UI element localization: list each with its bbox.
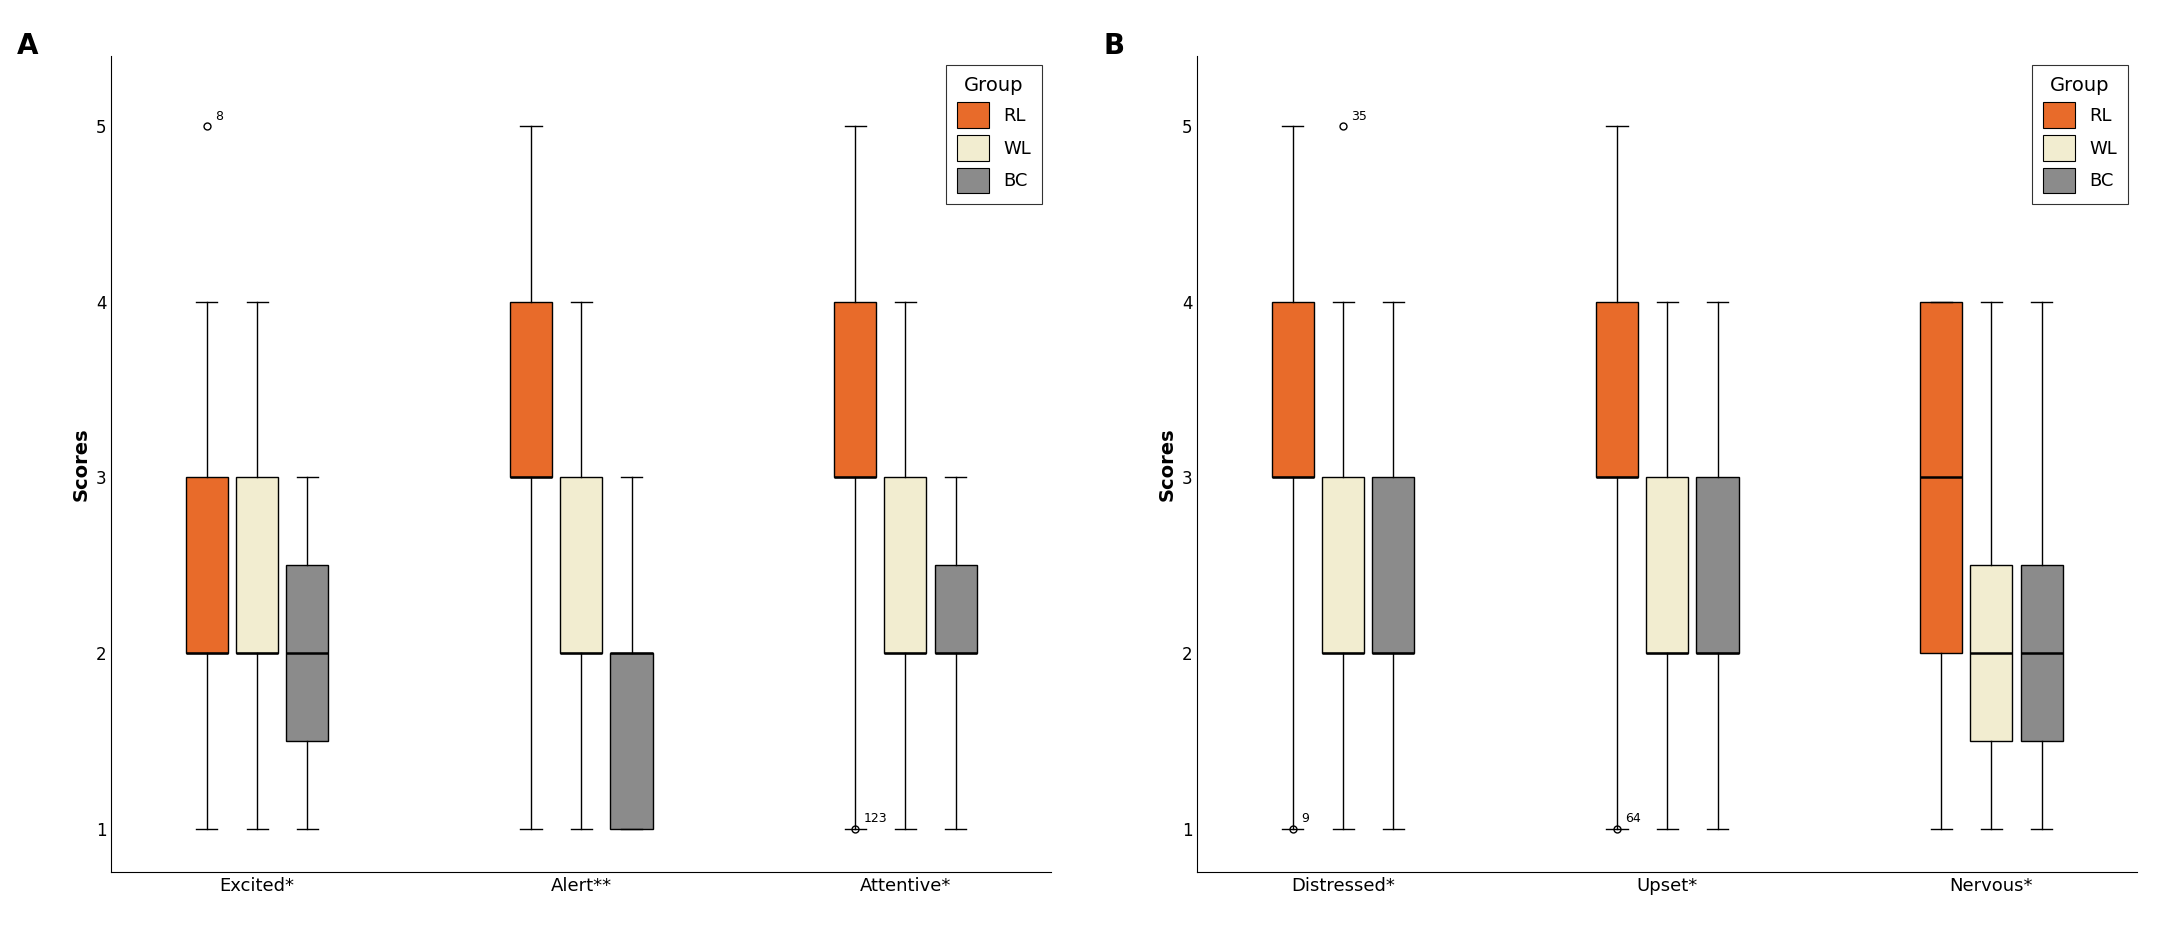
Y-axis label: Scores: Scores: [72, 428, 91, 501]
Text: 35: 35: [1351, 110, 1366, 123]
PathPatch shape: [510, 302, 552, 477]
PathPatch shape: [187, 477, 228, 653]
PathPatch shape: [1646, 477, 1688, 653]
PathPatch shape: [934, 565, 977, 653]
Text: 123: 123: [862, 812, 886, 825]
PathPatch shape: [287, 565, 328, 741]
PathPatch shape: [1323, 477, 1364, 653]
Text: 9: 9: [1301, 812, 1310, 825]
Y-axis label: Scores: Scores: [1158, 428, 1177, 501]
PathPatch shape: [1696, 477, 1738, 653]
PathPatch shape: [237, 477, 278, 653]
Legend: RL, WL, BC: RL, WL, BC: [2031, 65, 2129, 205]
PathPatch shape: [2020, 565, 2063, 741]
Text: 8: 8: [215, 110, 224, 123]
PathPatch shape: [884, 477, 927, 653]
PathPatch shape: [1373, 477, 1414, 653]
PathPatch shape: [1596, 302, 1638, 477]
PathPatch shape: [834, 302, 875, 477]
PathPatch shape: [1920, 302, 1961, 653]
PathPatch shape: [1970, 565, 2013, 741]
Text: B: B: [1103, 32, 1125, 60]
PathPatch shape: [610, 653, 652, 829]
Text: 64: 64: [1625, 812, 1640, 825]
PathPatch shape: [1273, 302, 1314, 477]
PathPatch shape: [560, 477, 602, 653]
Text: A: A: [17, 32, 39, 60]
Legend: RL, WL, BC: RL, WL, BC: [945, 65, 1043, 205]
